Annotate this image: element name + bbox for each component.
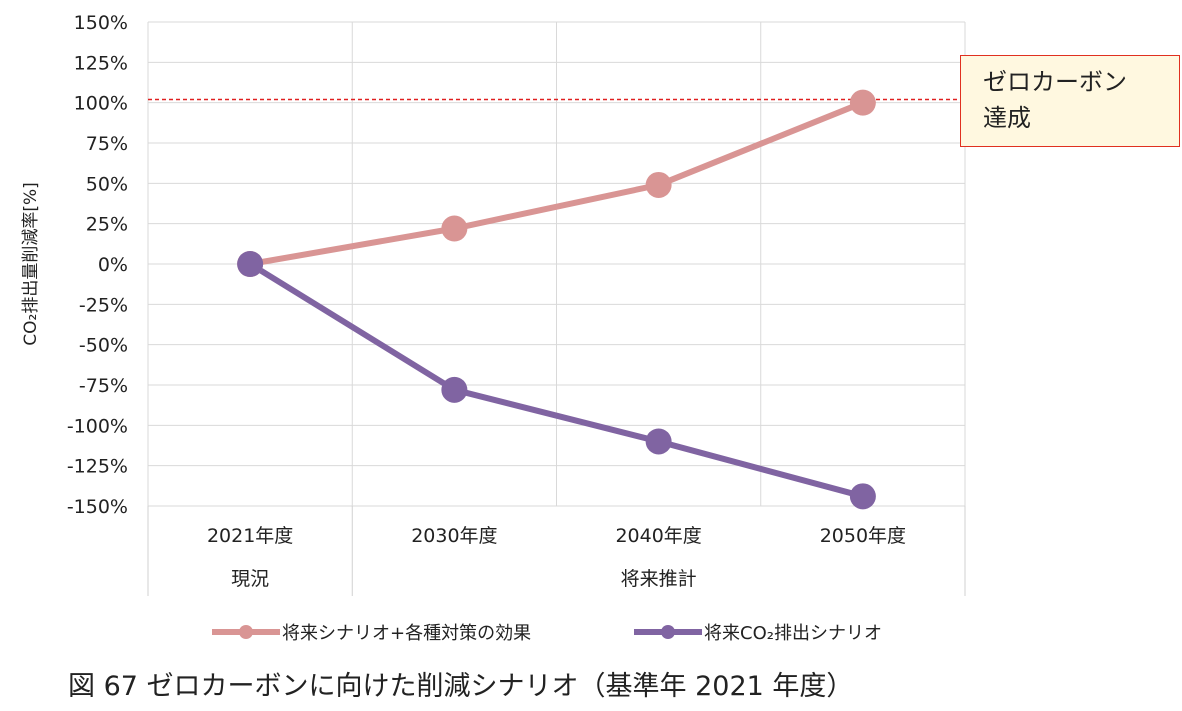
y-tick-label: 125%	[74, 52, 128, 74]
y-tick-label: 100%	[74, 93, 128, 115]
axes	[147, 506, 966, 596]
y-tick-label: -125%	[67, 456, 128, 478]
annotation-line-2: 達成	[983, 104, 1031, 132]
y-tick-label: 150%	[74, 12, 128, 34]
y-tick-label: -100%	[67, 415, 128, 437]
legend-label: 将来CO₂排出シナリオ	[704, 623, 882, 644]
y-axis-label: CO₂排出量削減率[%]	[21, 182, 41, 345]
annotation-line-1: ゼロカーボン	[983, 68, 1127, 96]
y-tick-label: 75%	[86, 133, 128, 155]
y-tick-label: 0%	[98, 254, 128, 276]
x-category-label: 2050年度	[820, 525, 906, 547]
y-tick-labels: 150% 125% 100% 75% 50% 25% 0% -25% -50% -75% -100%…	[67, 12, 128, 518]
x-category-label: 2040年度	[615, 525, 701, 547]
series-line	[247, 99, 866, 267]
legend: 将来シナリオ+各種対策の効果 将来CO₂排出シナリオ	[212, 623, 882, 644]
legend-marker	[661, 625, 675, 639]
data-point	[237, 251, 264, 277]
y-tick-label: -75%	[79, 375, 128, 397]
series-layer	[237, 89, 876, 510]
data-point	[645, 171, 672, 198]
y-tick-label: 25%	[86, 214, 128, 236]
data-point	[441, 215, 468, 242]
figure-caption: 図 67 ゼロカーボンに向けた削減シナリオ（基準年 2021 年度）	[68, 671, 854, 702]
y-tick-label: 50%	[86, 173, 128, 195]
grid-lines	[147, 21, 966, 507]
x-group-label: 将来推計	[621, 568, 697, 590]
annotation-callout: ゼロカーボン 達成	[960, 55, 1180, 147]
data-point	[849, 483, 876, 510]
legend-label: 将来シナリオ+各種対策の効果	[282, 623, 531, 644]
x-group-label: 現況	[231, 568, 269, 590]
y-tick-label: -50%	[79, 335, 128, 357]
data-point	[849, 89, 876, 116]
data-point	[645, 428, 672, 455]
series-line	[247, 261, 866, 500]
x-category-label: 2030年度	[411, 525, 497, 547]
data-point	[441, 376, 468, 403]
y-tick-label: -25%	[79, 294, 128, 316]
y-tick-label: -150%	[67, 496, 128, 518]
legend-marker	[239, 625, 253, 639]
x-category-label: 2021年度	[207, 525, 293, 547]
